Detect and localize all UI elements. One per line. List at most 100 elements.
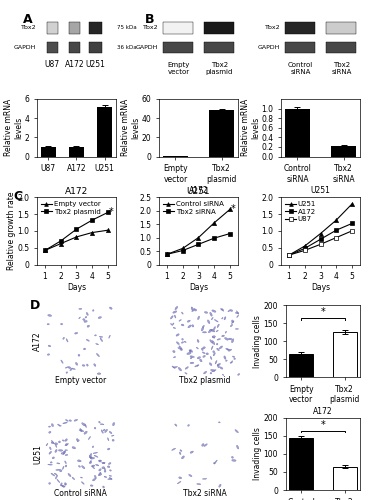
Ellipse shape: [204, 312, 208, 314]
Tbx2 siRNA: [212, 235, 216, 241]
Ellipse shape: [178, 348, 181, 350]
Ellipse shape: [212, 336, 216, 338]
Ellipse shape: [96, 464, 99, 466]
Ellipse shape: [172, 366, 175, 368]
Ellipse shape: [49, 447, 51, 450]
Text: U87: U87: [45, 60, 60, 70]
U87: [350, 228, 354, 234]
Ellipse shape: [229, 349, 232, 352]
Ellipse shape: [189, 474, 192, 476]
Ellipse shape: [228, 310, 231, 312]
Ellipse shape: [219, 484, 221, 488]
Ellipse shape: [214, 320, 218, 322]
Ellipse shape: [50, 462, 52, 463]
Ellipse shape: [216, 343, 218, 345]
Ellipse shape: [185, 372, 187, 374]
Text: *: *: [231, 204, 236, 214]
Ellipse shape: [236, 310, 239, 314]
Ellipse shape: [210, 312, 212, 316]
Ellipse shape: [181, 348, 183, 350]
FancyBboxPatch shape: [204, 42, 234, 54]
Text: 75 kDa: 75 kDa: [116, 26, 137, 30]
Ellipse shape: [86, 364, 88, 366]
Y-axis label: Invading cells: Invading cells: [253, 428, 262, 480]
Bar: [333, 332, 357, 378]
Bar: [289, 438, 313, 490]
Ellipse shape: [220, 308, 224, 311]
Ellipse shape: [58, 450, 63, 451]
Text: Empty vector: Empty vector: [55, 376, 106, 385]
X-axis label: A172: A172: [313, 407, 333, 416]
Ellipse shape: [224, 338, 229, 340]
Ellipse shape: [219, 346, 223, 349]
Ellipse shape: [202, 444, 204, 446]
Ellipse shape: [190, 357, 192, 359]
Text: Tbx2: Tbx2: [265, 26, 280, 30]
Ellipse shape: [47, 324, 49, 325]
Ellipse shape: [217, 348, 219, 350]
Ellipse shape: [58, 441, 60, 443]
Ellipse shape: [103, 429, 105, 431]
Y-axis label: Invading cells: Invading cells: [253, 315, 262, 368]
Ellipse shape: [230, 324, 233, 327]
Ellipse shape: [109, 432, 112, 434]
Ellipse shape: [213, 350, 215, 352]
Ellipse shape: [212, 370, 216, 372]
Ellipse shape: [66, 444, 68, 446]
Ellipse shape: [81, 430, 84, 432]
Text: *: *: [109, 208, 114, 218]
Text: Tbx2: Tbx2: [21, 26, 36, 30]
Text: A172: A172: [65, 60, 84, 70]
FancyBboxPatch shape: [163, 42, 193, 54]
Ellipse shape: [49, 482, 50, 484]
Ellipse shape: [98, 472, 101, 476]
Ellipse shape: [108, 438, 109, 440]
Ellipse shape: [85, 424, 86, 428]
Y-axis label: Relative mRNA
levels: Relative mRNA levels: [4, 99, 23, 156]
Ellipse shape: [209, 362, 212, 366]
Ellipse shape: [107, 448, 110, 450]
Ellipse shape: [80, 428, 82, 432]
Ellipse shape: [189, 350, 191, 352]
Bar: [331, 146, 356, 156]
Ellipse shape: [96, 354, 99, 356]
FancyBboxPatch shape: [69, 42, 81, 54]
U251: [334, 217, 338, 223]
Ellipse shape: [79, 317, 81, 319]
Y-axis label: Relative mRNA
levels: Relative mRNA levels: [240, 99, 260, 156]
Text: GAPDH: GAPDH: [14, 45, 36, 50]
Ellipse shape: [221, 308, 223, 310]
Ellipse shape: [179, 477, 182, 479]
U87: [287, 252, 291, 258]
Ellipse shape: [182, 338, 183, 340]
Ellipse shape: [203, 326, 204, 328]
X-axis label: Days: Days: [311, 282, 330, 292]
Ellipse shape: [211, 346, 213, 350]
Ellipse shape: [201, 348, 203, 350]
Ellipse shape: [175, 424, 177, 426]
Control siRNA: [228, 206, 232, 212]
Ellipse shape: [69, 367, 71, 368]
Ellipse shape: [173, 323, 174, 325]
Text: B: B: [145, 13, 154, 26]
Ellipse shape: [173, 311, 177, 313]
Ellipse shape: [227, 349, 230, 350]
Line: U251: U251: [287, 202, 354, 257]
Ellipse shape: [173, 350, 175, 352]
Line: A172: A172: [287, 222, 354, 257]
Tbx2 plasmid: [74, 226, 79, 232]
A172: [302, 246, 307, 252]
Ellipse shape: [170, 324, 173, 326]
Ellipse shape: [72, 477, 75, 480]
Ellipse shape: [212, 310, 216, 312]
Ellipse shape: [221, 335, 224, 337]
FancyBboxPatch shape: [326, 42, 356, 54]
Ellipse shape: [94, 427, 96, 429]
Ellipse shape: [65, 454, 68, 456]
X-axis label: Days: Days: [189, 282, 208, 292]
Ellipse shape: [102, 466, 105, 469]
Text: Empty
vector: Empty vector: [167, 62, 190, 74]
Ellipse shape: [197, 364, 199, 366]
Ellipse shape: [92, 465, 95, 466]
Ellipse shape: [51, 440, 54, 444]
